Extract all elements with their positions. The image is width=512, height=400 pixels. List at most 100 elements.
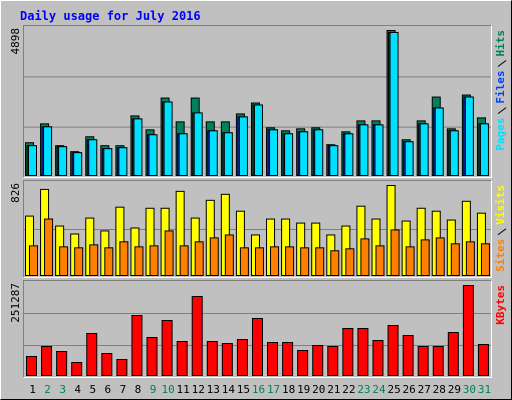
y-tick-label: 251287 [9, 283, 22, 323]
bar [269, 129, 279, 176]
bar [104, 247, 114, 276]
bar [479, 123, 489, 176]
bar [267, 341, 279, 376]
x-tick-label: 18 [282, 383, 295, 396]
bar [299, 131, 309, 176]
bar [73, 152, 83, 176]
bar [434, 107, 444, 176]
x-tick-label: 16 [252, 383, 265, 396]
bar [74, 247, 84, 276]
bar [239, 247, 249, 276]
x-tick-label: 10 [161, 383, 174, 396]
bar [238, 116, 248, 176]
bar [223, 132, 233, 176]
legend-label: Visits [494, 185, 507, 225]
x-tick-label: 23 [357, 383, 370, 396]
bar [146, 336, 158, 377]
bar [284, 133, 294, 176]
legend-label: Sites [494, 239, 507, 272]
x-tick-label: 17 [267, 383, 280, 396]
bar [342, 328, 354, 377]
legend-label: Pages [494, 118, 507, 151]
x-tick-label: 30 [463, 383, 476, 396]
bar [116, 359, 128, 376]
x-tick-label: 1 [29, 383, 36, 396]
bar [297, 350, 309, 377]
x-tick-label: 9 [150, 383, 157, 396]
x-tick-label: 20 [312, 383, 325, 396]
bar [209, 237, 219, 276]
bar [477, 344, 489, 377]
bar [389, 31, 399, 177]
bar [270, 246, 280, 276]
bar [58, 146, 68, 177]
bar [56, 350, 68, 376]
bar [131, 315, 143, 377]
bar [118, 147, 128, 176]
x-tick-label: 8 [135, 383, 142, 396]
x-tick-label: 25 [387, 383, 400, 396]
bar [221, 343, 233, 376]
x-tick-label: 6 [105, 383, 112, 396]
bar [402, 335, 414, 377]
bar [206, 341, 218, 377]
bar [417, 346, 429, 376]
bar [285, 246, 295, 276]
panel-light [23, 180, 492, 278]
bar [43, 126, 53, 176]
x-tick-label: 3 [59, 383, 66, 396]
bar [224, 234, 234, 277]
x-tick-label: 12 [192, 383, 205, 396]
x-tick-label: 4 [74, 383, 81, 396]
bar [375, 245, 385, 276]
bar [360, 238, 370, 276]
panel-light [23, 25, 492, 178]
bar [179, 245, 189, 276]
x-tick-label: 11 [177, 383, 190, 396]
bar [119, 241, 129, 277]
bar [345, 248, 355, 276]
x-tick-label: 22 [342, 383, 355, 396]
bar [26, 355, 37, 377]
bar [86, 333, 98, 376]
x-tick-label: 29 [448, 383, 461, 396]
bar [330, 250, 340, 276]
bar [44, 218, 54, 277]
bar [101, 353, 113, 376]
bar [191, 296, 203, 377]
bar [315, 247, 325, 276]
bar [176, 341, 188, 377]
x-tick-label: 27 [418, 383, 431, 396]
bar [178, 133, 188, 176]
bar [29, 245, 38, 276]
panel-shadow [23, 280, 492, 378]
x-tick-label: 5 [89, 383, 96, 396]
bar [161, 320, 173, 376]
bar [372, 340, 384, 376]
bar [194, 241, 204, 277]
y-tick-label: 4898 [9, 28, 22, 55]
bar [314, 129, 324, 176]
bar [374, 124, 384, 176]
bar [464, 96, 474, 176]
bar [312, 345, 324, 376]
bar [163, 101, 173, 176]
bar [88, 139, 98, 176]
bar [359, 124, 369, 176]
chart-title: Daily usage for July 2016 [20, 9, 201, 23]
bar [480, 243, 490, 277]
x-tick-label: 14 [222, 383, 236, 396]
x-tick-label: 2 [44, 383, 51, 396]
panel-shadow [23, 180, 492, 278]
bar [449, 130, 459, 176]
x-tick-label: 26 [403, 383, 416, 396]
bar [164, 230, 174, 276]
bar [41, 346, 53, 376]
x-tick-label: 15 [237, 383, 250, 396]
legend-label: KBytes [494, 285, 507, 325]
bar [435, 237, 445, 276]
bar [134, 246, 144, 276]
bar [28, 145, 37, 177]
